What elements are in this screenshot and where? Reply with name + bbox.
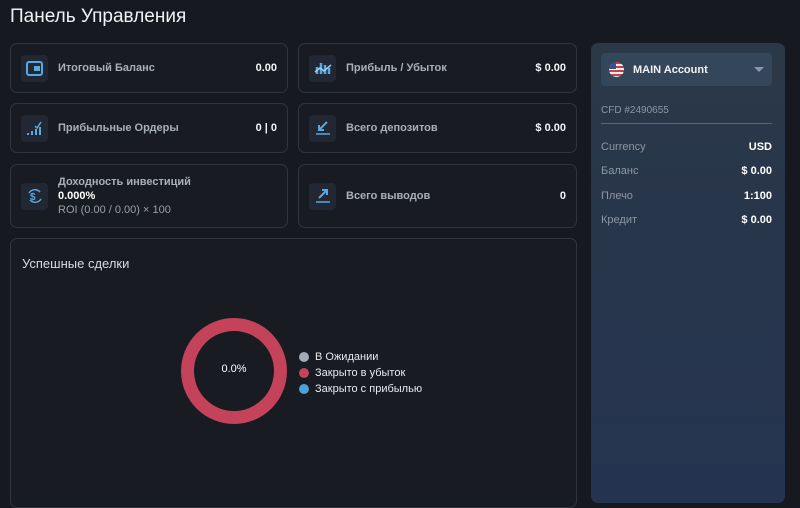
card-value: 0 | 0: [255, 122, 277, 134]
legend-label: В Ожидании: [315, 351, 379, 363]
panel-title: Успешные сделки: [22, 256, 130, 271]
row-value: $ 0.00: [741, 165, 772, 177]
card-total-deposits: Всего депозитов $ 0.00: [298, 103, 577, 153]
row-key: Плечо: [601, 190, 633, 202]
card-total-balance: Итоговый Баланс 0.00: [10, 43, 288, 93]
row-value: $ 0.00: [741, 214, 772, 226]
donut-chart: [181, 318, 287, 424]
card-value: 0.00: [255, 62, 277, 74]
donut-segment-loss: [181, 318, 287, 424]
card-roi: $ Доходность инвестиций 0.000% ROI (0.00…: [10, 164, 288, 228]
successful-trades-panel: Успешные сделки 0.0% В Ожидании Закрыто …: [10, 238, 577, 508]
legend-item-loss[interactable]: Закрыто в убыток: [299, 365, 422, 381]
account-row-leverage: Плечо 1:100: [601, 190, 772, 202]
chevron-down-icon: [754, 67, 764, 72]
bar-chart-check-icon: [21, 114, 48, 142]
card-label: Доходность инвестиций: [58, 176, 191, 188]
card-value: $ 0.00: [535, 122, 566, 134]
us-flag-icon: [609, 62, 624, 77]
card-profit-loss: Прибыль / Убыток $ 0.00: [298, 43, 577, 93]
roi-formula: ROI (0.00 / 0.00) × 100: [58, 204, 171, 216]
row-key: Баланс: [601, 165, 639, 177]
account-panel: MAIN Account CFD #2490655 Currency USD Ба…: [591, 43, 785, 503]
account-selector[interactable]: MAIN Account: [601, 53, 772, 86]
row-value: 1:100: [743, 190, 772, 202]
card-profitable-orders: Прибыльные Ордеры 0 | 0: [10, 103, 288, 153]
legend-dot: [299, 352, 309, 362]
account-row-credit: Кредит $ 0.00: [601, 214, 772, 226]
card-label: Всего депозитов: [346, 122, 438, 134]
legend-item-pending[interactable]: В Ожидании: [299, 349, 422, 365]
legend-dot: [299, 368, 309, 378]
card-label: Прибыль / Убыток: [346, 62, 447, 74]
card-value: $ 0.00: [535, 62, 566, 74]
card-label: Прибыльные Ордеры: [58, 122, 179, 134]
svg-text:$: $: [30, 192, 36, 203]
chart-legend: В Ожидании Закрыто в убыток Закрыто с пр…: [299, 349, 422, 397]
row-value: USD: [748, 141, 772, 153]
row-key: Currency: [601, 141, 646, 153]
wallet-icon: [21, 54, 48, 82]
page-title: Панель Управления: [10, 6, 187, 27]
cfd-number: CFD #2490655: [601, 105, 772, 124]
row-key: Кредит: [601, 214, 638, 226]
profit-chart-icon: [309, 54, 336, 82]
card-value: 0: [559, 190, 566, 202]
donut-center-label: 0.0%: [221, 363, 247, 375]
dollar-cycle-icon: $: [21, 182, 48, 210]
legend-label: Закрыто в убыток: [315, 367, 406, 379]
arrow-up-right-icon: [309, 182, 336, 210]
card-value: 0.000%: [58, 190, 96, 202]
account-row-currency: Currency USD: [601, 141, 772, 153]
card-total-withdrawals: Всего выводов 0: [298, 164, 577, 228]
arrow-down-left-icon: [309, 114, 336, 142]
legend-label: Закрыто с прибылью: [315, 383, 423, 395]
legend-dot: [299, 384, 309, 394]
card-label: Всего выводов: [346, 190, 431, 202]
legend-item-profit[interactable]: Закрыто с прибылью: [299, 381, 422, 397]
account-name: MAIN Account: [633, 63, 708, 76]
card-label: Итоговый Баланс: [58, 62, 155, 74]
account-row-balance: Баланс $ 0.00: [601, 165, 772, 177]
